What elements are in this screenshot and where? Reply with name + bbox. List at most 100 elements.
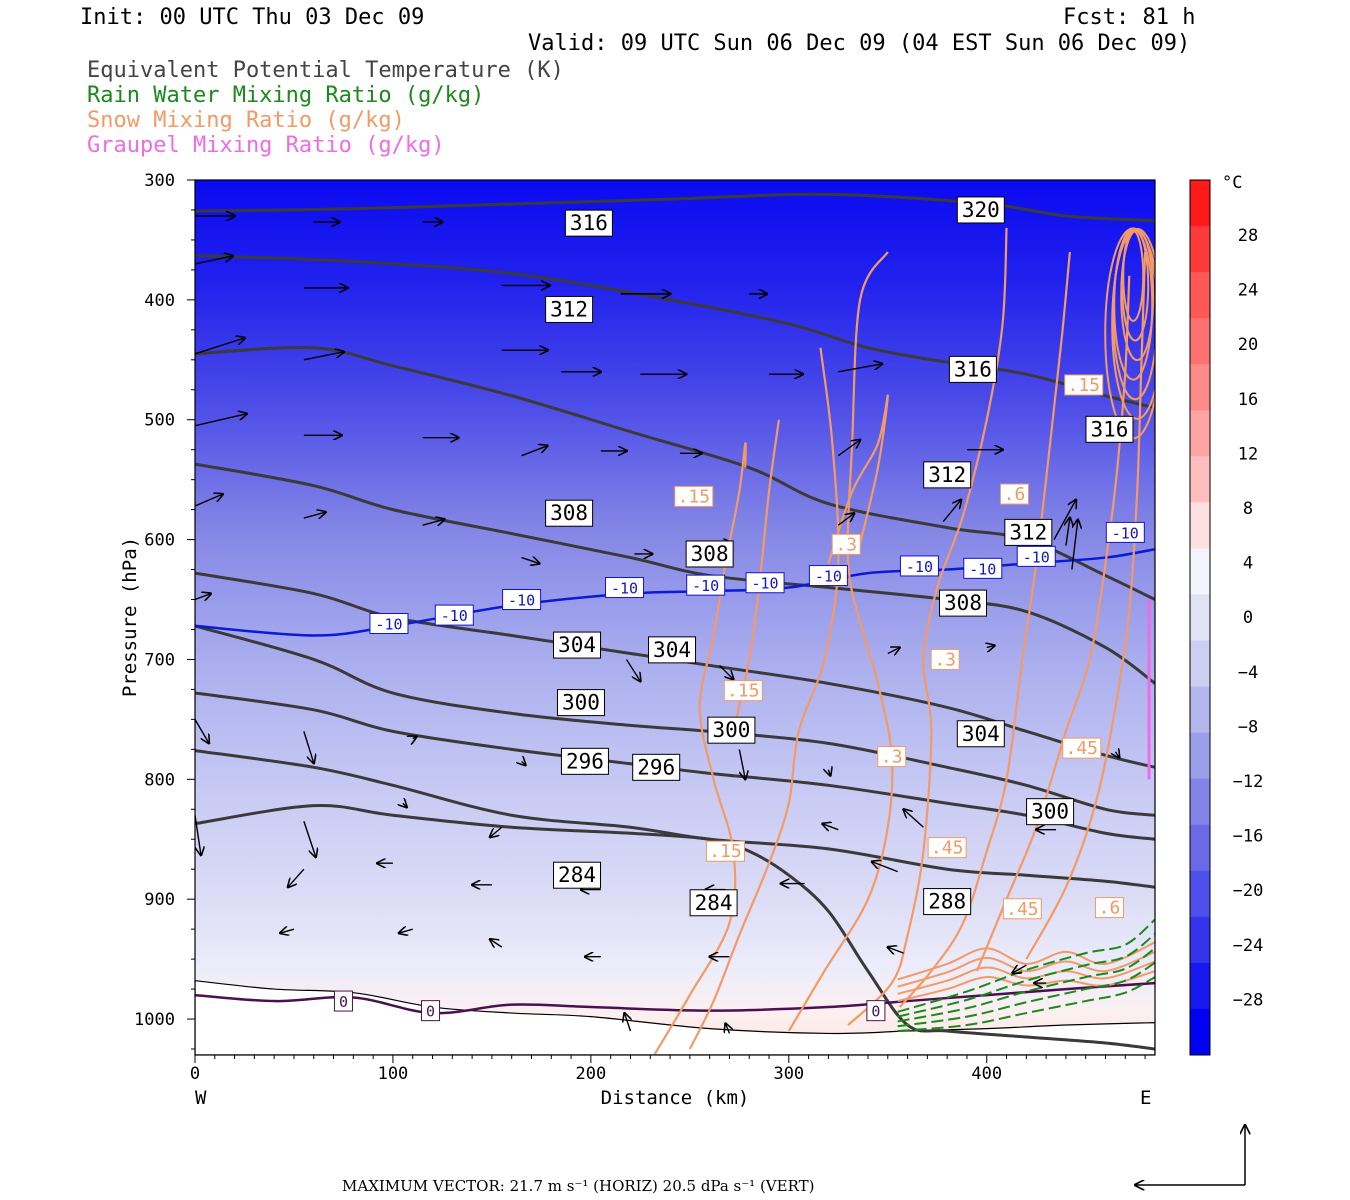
colorbar-swatch [1190,870,1210,918]
theta-e-label-box [939,589,987,617]
legend-entry: Graupel Mixing Ratio (g/kg) [87,133,445,158]
snow-label: .6 [1004,484,1026,505]
wind-vectors [195,216,1119,1034]
isotherm-label: -10 [375,615,402,633]
y-tick-label: 400 [144,291,175,311]
snow-label: .15 [709,841,742,862]
snow-label: .45 [1066,738,1099,759]
snow-label-box [723,680,763,702]
colorbar-swatch [1190,272,1210,319]
snow-contour [897,941,1155,981]
isotherm-label: -10 [441,607,468,625]
colorbar-swatch [1190,456,1210,503]
isotherm-label: -10 [969,560,996,578]
wind-vector [288,868,305,887]
theta-e-label-box [648,636,697,664]
wind-vector [195,414,247,427]
y-axis-title: Pressure (hPa) [119,537,141,697]
terrain-mask [195,980,1155,1055]
contour-labels: 316 320 312 316 316 312 308 312 308 308 304 304 300 3… [333,196,1145,1022]
theta-e-label: 312 [550,297,588,321]
theta-e-label: 284 [695,891,733,915]
wind-vector [280,929,295,933]
wind-vector [403,803,407,807]
rain-contours [897,599,1155,1033]
wind-vector [624,1013,630,1032]
wind-vector [399,929,413,933]
snow-contour [897,950,1155,988]
isotherm-label: -10 [906,558,933,576]
snow-label: .45 [1006,899,1039,920]
snow-label-box [930,648,960,670]
theta-e-label-box [707,716,756,744]
legend-entry: Equivalent Potential Temperature (K) [87,58,564,83]
colorbar-label: −24 [1233,936,1264,956]
theta-e-label: 300 [712,718,750,742]
colorbar-swatch [1190,732,1210,780]
wind-vector [738,749,745,779]
colorbar-label: −16 [1233,827,1264,847]
x-tick-label: 400 [971,1064,1002,1084]
rain-contour [897,947,1155,1023]
theta-e-label: 320 [962,198,1000,222]
snow-label: .3 [881,747,903,768]
colorbar-label: 16 [1238,390,1258,410]
wind-vector [195,719,209,743]
zero-isotherm-label: 0 [426,1003,435,1021]
wind-vector [719,664,734,679]
snow-label-box [1094,897,1124,919]
x-axis-title: Distance (km) [601,1087,750,1109]
snow-label-box [1062,737,1102,759]
legend-entry: Snow Mixing Ratio (g/kg) [87,108,405,133]
snow-label-box [1002,898,1042,920]
valid-time: Valid: 09 UTC Sun 06 Dec 09 (04 EST Sun … [528,31,1190,56]
isotherm-label-box [502,589,542,611]
theta-e-label: 308 [691,542,729,566]
colorbar-swatch [1190,686,1210,734]
colorbar-swatch [1190,1008,1210,1056]
y-tick-label: 300 [144,171,175,191]
rain-contour [897,961,1155,1028]
y-tick-label: 800 [144,770,175,790]
y-tick-label: 900 [144,890,175,910]
forecast-hour: Fcst: 81 h [1063,5,1195,30]
snow-label: .3 [934,649,956,670]
zero-isotherm-label: 0 [339,993,348,1011]
snow-contour [827,394,889,564]
x-tick-label: 200 [576,1064,607,1084]
snow-contour [1025,251,1147,960]
theta-e-label: 304 [653,638,691,662]
theta-e-label: 304 [558,633,596,657]
colorbar-label: 20 [1238,335,1258,355]
theta-e-label-box [685,540,734,568]
theta-e-label: 296 [637,755,675,779]
wind-vector [303,731,314,763]
theta-e-line [195,254,1155,410]
wind-vector [987,645,995,647]
west-label: W [195,1087,207,1109]
colorbar-label: 8 [1243,499,1253,519]
isotherm-label-box [745,572,785,594]
snow-label-box [831,533,861,555]
y-tick-label: 600 [144,531,175,551]
wind-vector [625,659,641,681]
theta-e-label-box [923,888,972,916]
isotherm-label-box [899,555,939,577]
colorbar-swatch [1190,180,1210,227]
wind-vector [422,519,445,525]
snow-label-box [674,485,714,507]
colorbar-label: 0 [1243,608,1253,628]
colorbar-swatch [1190,548,1210,595]
wind-vector [195,256,233,265]
theta-e-label: 316 [570,211,608,235]
wind-vector [837,513,854,526]
theta-e-label-box [689,889,738,917]
wind-vector [872,862,898,873]
colorbar: 28 24 20 16 12 8 4 0 −4 −8 −12 −16 −20 −24 −28 [1189,179,1264,1056]
snow-label-box [1064,374,1104,396]
y-tick-label: 700 [144,650,175,670]
theta-e-label: 300 [562,691,600,715]
max-vector-note: MAXIMUM VECTOR: 21.7 m s⁻¹ (HORIZ) 20.5 … [342,1177,814,1195]
theta-e-line [195,571,1155,769]
